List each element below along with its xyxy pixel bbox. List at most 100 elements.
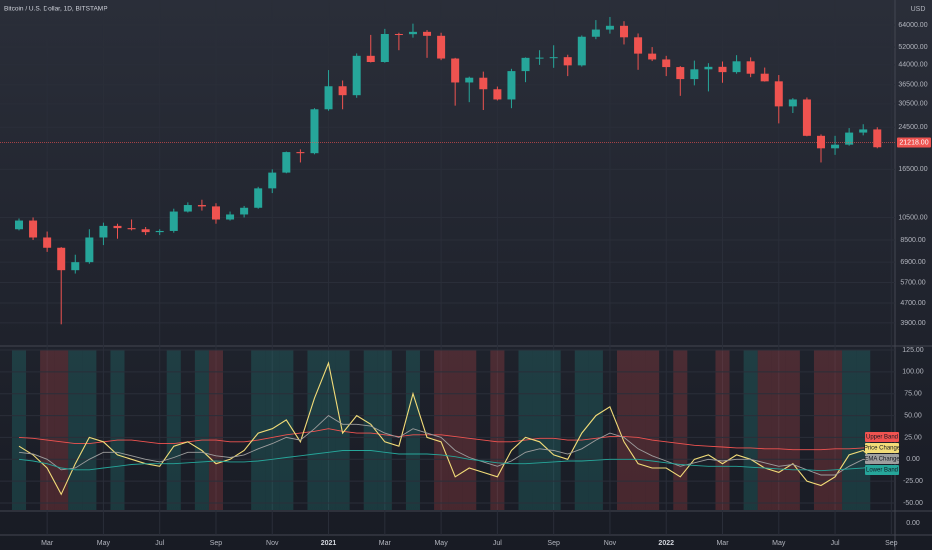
- candle-body: [774, 81, 783, 107]
- candle-body: [366, 55, 375, 63]
- candle-body: [211, 206, 220, 220]
- x-tick-label: Mar: [41, 540, 54, 547]
- background-shading: [54, 350, 69, 510]
- candle-body: [493, 89, 502, 100]
- candle-body: [268, 172, 277, 189]
- candle-body: [831, 144, 840, 149]
- background-shading: [518, 350, 533, 510]
- candle-body: [71, 262, 80, 271]
- candle-body: [380, 33, 389, 63]
- legend-label: Lower Band: [866, 468, 898, 474]
- legend-tag: [865, 454, 899, 464]
- y-tick-label: 5700.00: [900, 279, 925, 286]
- background-shading: [251, 350, 266, 510]
- candle-body: [662, 59, 671, 68]
- candle-body: [605, 25, 614, 30]
- background-shading: [462, 350, 477, 510]
- y-tick-label: 3900.00: [900, 320, 925, 327]
- candle-body: [521, 57, 530, 72]
- candle-body: [437, 35, 446, 59]
- background-shading: [631, 350, 646, 510]
- x-tick-label: Mar: [379, 540, 392, 547]
- candle-body: [479, 77, 488, 90]
- candle-body: [859, 129, 868, 133]
- candle-body: [465, 77, 474, 83]
- background-shading: [208, 350, 224, 510]
- y-tick-label: 4700.00: [900, 300, 925, 307]
- candle-body: [183, 205, 192, 212]
- y-tick-label: 24500.00: [898, 124, 927, 131]
- background-shading: [842, 350, 857, 510]
- candle-body: [535, 57, 544, 59]
- candle-body: [732, 61, 741, 73]
- candle-body: [141, 229, 150, 233]
- series-line: [18, 415, 878, 476]
- x-tick-label: May: [434, 540, 448, 547]
- candle-body: [577, 36, 586, 66]
- background-shading: [68, 350, 83, 510]
- x-tick-label: Jul: [155, 540, 164, 547]
- legend-label: Price Change: [864, 446, 901, 452]
- candle-body: [240, 207, 249, 215]
- candle-body: [760, 73, 769, 82]
- chart-title: Bitcoin / U.S. Dollar, 1D, BITSTAMP: [4, 6, 108, 13]
- candle-body: [873, 129, 882, 148]
- y-tick-label: -25.00: [903, 478, 923, 485]
- candle-body: [324, 86, 333, 110]
- y-tick-label: 8500.00: [900, 237, 925, 244]
- axis-unit: USD: [911, 6, 926, 13]
- background-shading: [321, 350, 336, 510]
- y-tick-label: 25.00: [904, 434, 922, 441]
- candle-body: [254, 188, 263, 208]
- x-tick-label: May: [97, 540, 111, 547]
- legend-tag: [865, 432, 899, 442]
- background-shading: [166, 350, 181, 510]
- candle-body: [99, 225, 108, 238]
- x-tick-label: Sep: [210, 540, 223, 547]
- x-tick-label: Jul: [493, 540, 502, 547]
- background-shading: [194, 350, 209, 510]
- y-tick-label: 0.00: [906, 456, 920, 463]
- y-tick-label: 100.00: [902, 369, 924, 376]
- x-tick-label: Nov: [266, 540, 279, 547]
- candle-body: [802, 99, 811, 136]
- y-tick-label: 30500.00: [898, 101, 927, 108]
- candle-body: [746, 61, 755, 74]
- y-tick-label: 36500.00: [898, 82, 927, 89]
- candle-body: [620, 25, 629, 38]
- background-shading: [434, 350, 449, 510]
- x-tick-label: Sep: [885, 540, 898, 547]
- candle-body: [591, 29, 600, 37]
- x-tick-label: Jul: [831, 540, 840, 547]
- background-shading: [40, 350, 55, 510]
- candle-body: [43, 237, 52, 248]
- candle-body: [690, 69, 699, 80]
- x-tick-label: 2021: [321, 540, 337, 547]
- legend-label: Upper Band: [866, 435, 898, 441]
- candle-body: [718, 66, 727, 73]
- series-line: [18, 450, 878, 472]
- y-tick-label: -50.00: [903, 500, 923, 507]
- candle-body: [155, 230, 164, 233]
- candle-body: [226, 214, 235, 220]
- background-shading: [405, 350, 420, 510]
- background-shading: [448, 350, 463, 510]
- candle-body: [845, 132, 854, 145]
- legend-label: EMA Change: [864, 457, 900, 463]
- candle-body: [704, 66, 713, 70]
- y-tick-label: 6900.00: [900, 259, 925, 266]
- candle-body: [451, 58, 460, 83]
- background-shading: [856, 350, 871, 510]
- background-shading: [673, 350, 688, 510]
- background-shading: [265, 350, 280, 510]
- candle-body: [310, 109, 319, 154]
- y-tick-label: 10500.00: [898, 214, 927, 221]
- candle-body: [169, 211, 178, 231]
- candle-body: [338, 86, 347, 96]
- last-price-tag: [897, 137, 931, 148]
- candle-body: [113, 225, 122, 229]
- series-line: [18, 361, 878, 496]
- background-shading: [546, 350, 561, 510]
- candle-body: [282, 152, 291, 173]
